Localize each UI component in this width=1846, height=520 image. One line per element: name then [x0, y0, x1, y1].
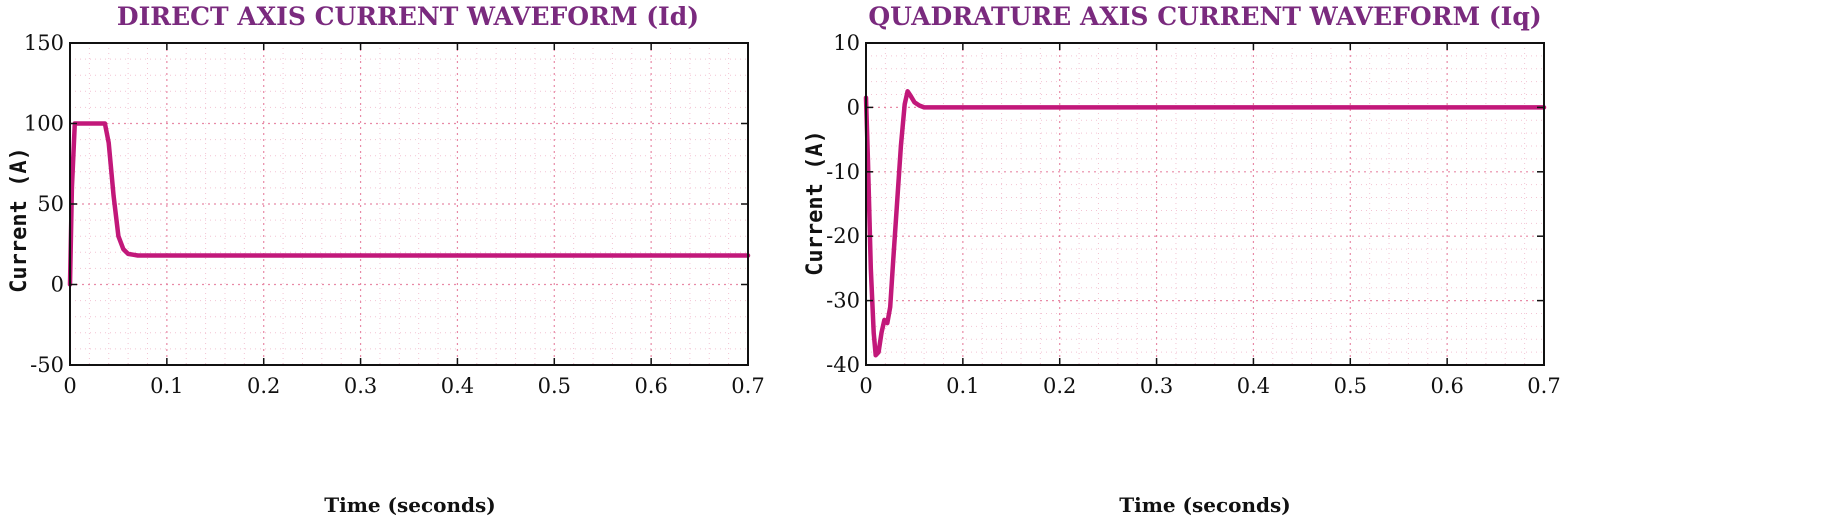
- y-tick-label: 10: [833, 31, 860, 55]
- x-axis-label: Time (seconds): [324, 493, 496, 517]
- y-tick-label: -30: [826, 289, 860, 313]
- x-tick-label: 0: [859, 374, 872, 398]
- x-axis-label: Time (seconds): [1119, 493, 1291, 517]
- y-tick-label: -40: [826, 353, 860, 377]
- x-tick-label: 0.7: [1527, 374, 1560, 398]
- x-tick-label: 0.5: [538, 374, 571, 398]
- x-tick-label: 0.4: [1237, 374, 1270, 398]
- x-tick-label: 0.1: [150, 374, 183, 398]
- y-tick-label: 100: [24, 112, 64, 136]
- x-tick-label: 0.3: [1140, 374, 1173, 398]
- x-tick-label: 0.4: [441, 374, 474, 398]
- x-tick-label: 0: [63, 374, 76, 398]
- y-tick-label: 150: [24, 31, 64, 55]
- plot-area: [866, 43, 1544, 365]
- chart-title: DIRECT AXIS CURRENT WAVEFORM (Id): [117, 2, 699, 31]
- iq-chart: QUADRATURE AXIS CURRENT WAVEFORM (Iq) Ti…: [803, 2, 1561, 517]
- x-tick-label: 0.2: [247, 374, 280, 398]
- y-tick-label: -20: [826, 224, 860, 248]
- x-tick-label: 0.6: [634, 374, 667, 398]
- x-tick-label: 0.5: [1334, 374, 1367, 398]
- x-tick-label: 0.1: [946, 374, 979, 398]
- y-tick-label: -50: [30, 353, 64, 377]
- y-axis-label: Current (A): [7, 147, 32, 293]
- axes-frame: [865, 42, 1545, 366]
- chart-title: QUADRATURE AXIS CURRENT WAVEFORM (Iq): [868, 2, 1541, 31]
- series-line: [67, 121, 751, 287]
- x-tick-label: 0.3: [344, 374, 377, 398]
- id-chart: DIRECT AXIS CURRENT WAVEFORM (Id) Time (…: [7, 2, 765, 517]
- y-axis-label: Current (A): [803, 130, 828, 276]
- x-tick-label: 0.6: [1430, 374, 1463, 398]
- y-tick-label: 0: [51, 273, 64, 297]
- y-tick-label: -10: [826, 160, 860, 184]
- x-tick-label: 0.7: [731, 374, 764, 398]
- y-tick-label: 50: [37, 192, 64, 216]
- x-tick-label: 0.2: [1043, 374, 1076, 398]
- y-tick-label: 0: [847, 95, 860, 119]
- series-line: [863, 89, 1547, 358]
